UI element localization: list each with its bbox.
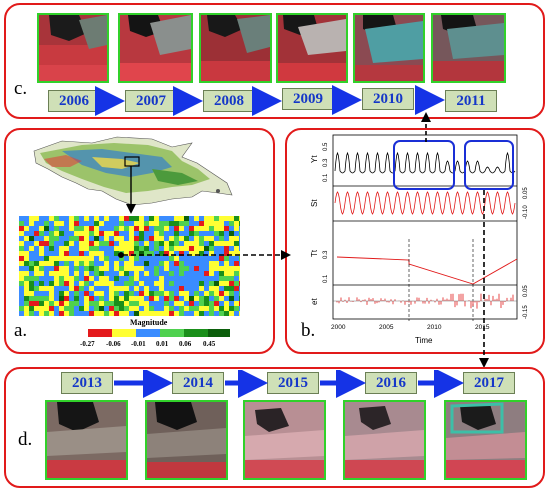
yt-tick-3: 0.5 — [323, 142, 329, 151]
legend-swatch-6 — [208, 329, 230, 337]
et-tick-1: 0.05 — [523, 285, 529, 297]
highlight-box-2007 — [393, 140, 455, 190]
st-tick-2: -0.10 — [523, 205, 529, 219]
ylabel-et: et — [310, 298, 319, 305]
year-label-2006: 2006 — [48, 90, 100, 112]
xlabel-time: Time — [415, 336, 433, 345]
satellite-tile-2008 — [199, 13, 272, 83]
satellite-tile-2015 — [243, 400, 326, 480]
satellite-tile-2017 — [444, 400, 527, 480]
link-arrow-b-to-d — [479, 190, 489, 368]
legend-swatch-2 — [112, 329, 136, 337]
legend-value-4: 0.01 — [156, 340, 169, 348]
link-arrow-a-to-b — [118, 250, 291, 260]
legend-value-3: -0.01 — [131, 340, 146, 348]
xtick-2000: 2000 — [331, 324, 346, 331]
legend-swatch-4 — [160, 329, 184, 337]
year-label-2007: 2007 — [125, 90, 177, 112]
year-label-2015: 2015 — [267, 372, 319, 394]
legend-value-2: -0.06 — [106, 340, 121, 348]
highlight-box-2015 — [464, 140, 514, 190]
satellite-tile-2016 — [343, 400, 426, 480]
year-label-2016: 2016 — [365, 372, 417, 394]
legend-swatch-5 — [184, 329, 208, 337]
legend-value-6: 0.45 — [203, 340, 216, 348]
satellite-tile-2010 — [353, 13, 425, 83]
satellite-tile-2009 — [276, 13, 348, 83]
xtick-2015: 2015 — [475, 324, 490, 331]
zoom-arrow-a — [126, 166, 136, 214]
tt-tick-1: 0.1 — [323, 274, 329, 283]
satellite-tile-2011 — [431, 13, 506, 83]
year-label-2008: 2008 — [203, 90, 255, 112]
satellite-tile-2007 — [118, 13, 193, 83]
panel-b: b. — [285, 128, 545, 354]
xtick-2010: 2010 — [427, 324, 442, 331]
satellite-tile-2014 — [145, 400, 228, 480]
et-tick-2: -0.15 — [523, 305, 529, 319]
legend-swatch-1 — [88, 329, 112, 337]
panel-d-label: d. — [18, 429, 33, 450]
satellite-tile-2006 — [37, 13, 109, 83]
legend-swatch-3 — [136, 329, 160, 337]
ylabel-yt: Yt — [310, 155, 319, 163]
year-label-2017: 2017 — [463, 372, 515, 394]
st-tick-1: 0.05 — [523, 187, 529, 199]
panel-b-label: b. — [301, 320, 316, 341]
yt-tick-1: 0.1 — [323, 173, 329, 182]
year-label-2014: 2014 — [172, 372, 224, 394]
panel-c-label: c. — [14, 78, 28, 99]
link-arrow-b-to-c — [421, 112, 431, 142]
ylabel-tt: Tt — [310, 249, 319, 257]
year-label-2013: 2013 — [61, 372, 113, 394]
year-label-2010: 2010 — [362, 88, 414, 110]
legend-value-5: 0.06 — [179, 340, 192, 348]
legend-title: Magnitude — [130, 318, 168, 327]
ylabel-st: St — [310, 199, 319, 207]
xtick-2005: 2005 — [379, 324, 394, 331]
magnitude-legend: Magnitude -0.27 -0.06 -0.01 0.01 0.06 0.… — [80, 318, 260, 354]
north-america-map — [33, 136, 233, 206]
decomposition-plot: Yt St Tt et 0.1 0.3 0.5 0.05 -0.10 0.1 0… — [310, 134, 529, 345]
year-label-2011: 2011 — [445, 90, 497, 112]
panel-a-label: a. — [14, 320, 28, 341]
timeline-arrows-c — [95, 85, 445, 116]
magnitude-map — [19, 216, 240, 316]
satellite-tile-2013 — [45, 400, 128, 480]
timeline-arrows-d — [114, 370, 464, 398]
legend-value-1: -0.27 — [80, 340, 95, 348]
tt-tick-2: 0.3 — [323, 250, 329, 259]
yt-tick-2: 0.3 — [323, 158, 329, 167]
year-label-2009: 2009 — [282, 88, 334, 110]
